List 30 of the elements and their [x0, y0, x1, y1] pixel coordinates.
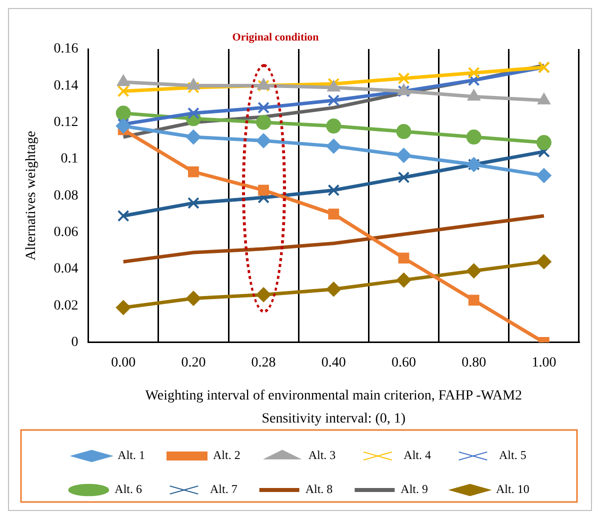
y-tick-label: 0 [71, 335, 78, 350]
x-tick-label: 0.40 [321, 355, 346, 370]
legend-label: Alt. 6 [114, 482, 142, 496]
text: Sensitivity interval: (0, 1) [262, 412, 406, 427]
legend-label: Alt. 3 [308, 448, 336, 462]
legend-label: Alt. 5 [499, 448, 526, 462]
legend-label: Alt. 1 [118, 448, 146, 462]
x-tick-label: 1.00 [532, 355, 556, 370]
legend-label: Alt. 2 [213, 448, 240, 462]
y-tick-label: 0.1 [60, 152, 78, 167]
y-tick-label: 0.04 [54, 262, 78, 277]
y-tick-label: 0.16 [54, 42, 78, 57]
y-tick-label: 0.06 [54, 225, 78, 240]
x-axis-title: Weighting interval of environmental main criterion, FAHP -WAM2 [145, 388, 522, 404]
text: Original condition [232, 31, 319, 44]
legend-label: Alt. 8 [305, 482, 333, 496]
legend-label: Alt. 9 [400, 482, 428, 496]
x-tick-label: 0.60 [392, 355, 416, 370]
y-tick-label: 0.14 [54, 78, 78, 94]
x-tick-label: 0.20 [181, 355, 206, 370]
legend-label: Alt. 7 [210, 482, 238, 496]
legend-label: Alt. 4 [404, 448, 432, 462]
legend-label: Alt. 10 [496, 482, 530, 496]
y-tick-label: 0.08 [54, 188, 78, 204]
y-tick-label: 0.02 [54, 298, 78, 314]
y-axis-title: Alternatives weightage [24, 130, 40, 260]
x-tick-label: 0.00 [111, 355, 136, 370]
x-tick-label: 0.28 [251, 355, 276, 370]
y-tick-label: 0.12 [54, 115, 78, 130]
x-tick-label: 0.80 [462, 355, 486, 370]
